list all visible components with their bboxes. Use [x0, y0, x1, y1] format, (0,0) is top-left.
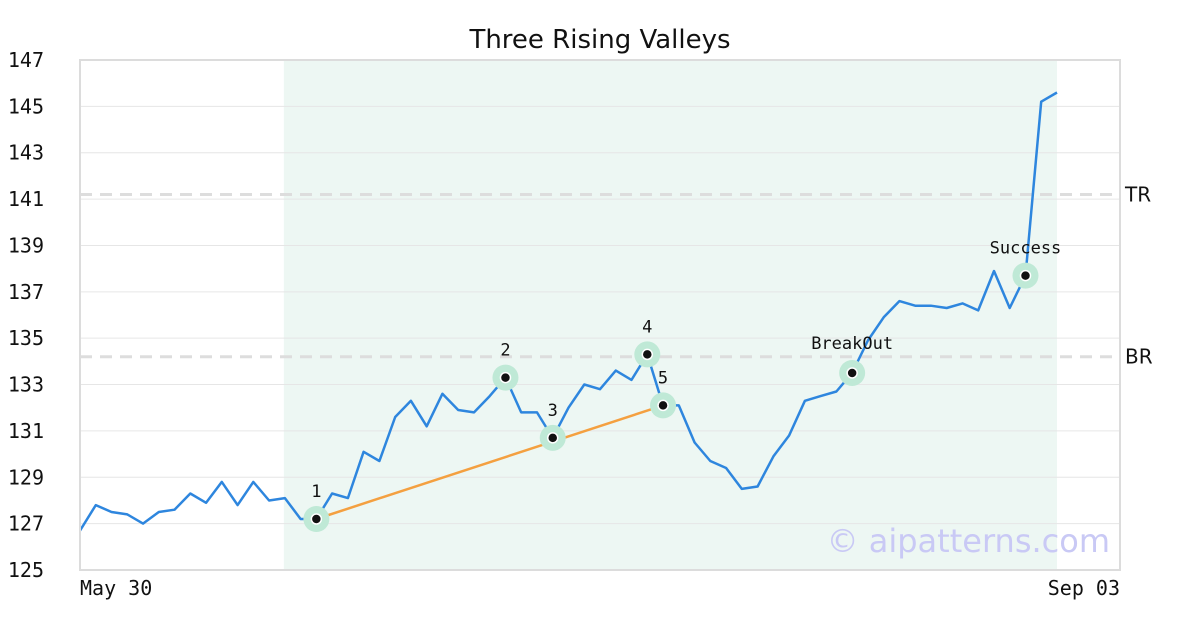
- point-label-2: 2: [500, 341, 510, 361]
- point-label-success: Success: [990, 239, 1062, 259]
- point-label-1: 1: [311, 482, 321, 502]
- x-tick-label: Sep 03: [1048, 576, 1120, 600]
- point-marker-4: [641, 348, 654, 361]
- y-tick-label: 131: [8, 419, 44, 443]
- y-tick-label: 145: [8, 94, 44, 118]
- point-label-5: 5: [658, 368, 668, 388]
- pattern-shaded-range: [283, 60, 1057, 570]
- price-series-line: [78, 91, 1058, 532]
- point-marker-2: [499, 371, 512, 384]
- y-tick-label: 147: [8, 48, 44, 72]
- y-tick-label: 141: [8, 187, 44, 211]
- plot-frame: [79, 59, 1121, 571]
- y-tick-label: 139: [8, 233, 44, 257]
- point-marker-3: [546, 432, 559, 444]
- y-tick-label: 143: [8, 141, 44, 165]
- point-label-3: 3: [548, 401, 558, 421]
- y-tick-label: 137: [8, 280, 44, 304]
- point-marker-success: [1019, 269, 1032, 282]
- point-marker-5: [657, 399, 669, 412]
- y-tick-label: 135: [8, 326, 44, 350]
- watermark: © aipatterns.com: [827, 522, 1110, 560]
- reference-label-tr: TR: [1124, 182, 1151, 206]
- point-marker-breakout: [846, 367, 858, 379]
- x-tick-label: May 30: [80, 576, 152, 600]
- y-tick-label: 125: [8, 558, 44, 582]
- y-tick-label: 133: [8, 373, 44, 397]
- point-marker-1: [310, 513, 323, 525]
- point-label-4: 4: [642, 317, 652, 337]
- valley-trendline: [315, 404, 664, 521]
- reference-label-br: BR: [1125, 345, 1153, 369]
- y-tick-label: 129: [8, 465, 44, 489]
- y-tick-label: 127: [8, 512, 44, 536]
- point-label-breakout: BreakOut: [811, 334, 893, 354]
- chart-title: Three Rising Valleys: [468, 25, 730, 55]
